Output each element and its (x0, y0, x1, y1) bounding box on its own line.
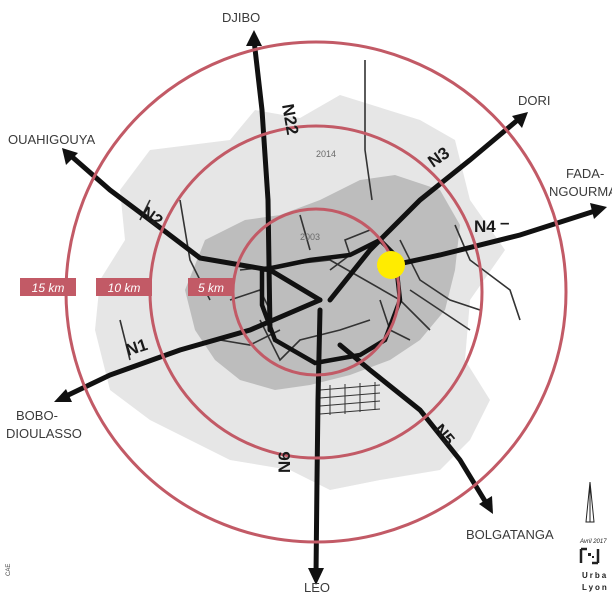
road-label-n6: N6 (275, 451, 294, 473)
arrow-leo (308, 568, 324, 585)
city-bobo-1: BOBO- (16, 408, 58, 423)
ring-road (259, 237, 403, 366)
side-credit: CAE (6, 564, 12, 576)
road-n1 (59, 297, 323, 401)
city-fada-2: NGOURMA (549, 184, 612, 199)
svg-text:10 km: 10 km (108, 281, 141, 295)
street-grid (319, 382, 381, 415)
arrow-dori (512, 112, 528, 128)
road-arrowheads (54, 30, 607, 585)
arrow-ouahigouya (62, 148, 78, 165)
urbalyon-logo-icon (579, 547, 600, 565)
city-fada-1: FADA- (566, 166, 604, 181)
svg-text:5 km: 5 km (198, 281, 224, 295)
ring-label-10km: 10 km (96, 278, 152, 296)
svg-text:15 km: 15 km (32, 281, 65, 295)
road-n4 (377, 207, 601, 271)
north-arrow-icon (585, 481, 595, 523)
arrow-bobo (54, 389, 72, 402)
credit-date: Avril 2017 (579, 539, 607, 545)
year-label-2003: 2003 (300, 232, 320, 242)
road-n3 (327, 115, 523, 303)
arrow-fada (590, 203, 607, 219)
road-label-n4-dash: – (500, 213, 509, 232)
road-label-n4: N4 (474, 217, 496, 236)
city-djibo: DJIBO (222, 10, 260, 25)
city-leo: LEO (304, 580, 330, 595)
city-dori: DORI (518, 93, 551, 108)
arrow-djibo (246, 30, 262, 46)
ring-label-15km: 15 km (20, 278, 76, 296)
city-bobo-2: DIOULASSO (6, 426, 82, 441)
road-n6 (313, 307, 323, 578)
credit-line-1: Urba (582, 571, 608, 580)
year-label-2014: 2014 (316, 149, 336, 159)
ring-label-5km: 5 km (188, 278, 234, 296)
city-bolgatanga: BOLGATANGA (466, 527, 554, 542)
road-n22 (251, 37, 273, 333)
road-n2 (67, 152, 323, 303)
arrow-bolgatanga (479, 496, 493, 514)
credit-line-2: Lyon (582, 583, 609, 592)
city-ouahigouya: OUAHIGOUYA (8, 132, 95, 147)
location-marker[interactable] (377, 251, 405, 279)
